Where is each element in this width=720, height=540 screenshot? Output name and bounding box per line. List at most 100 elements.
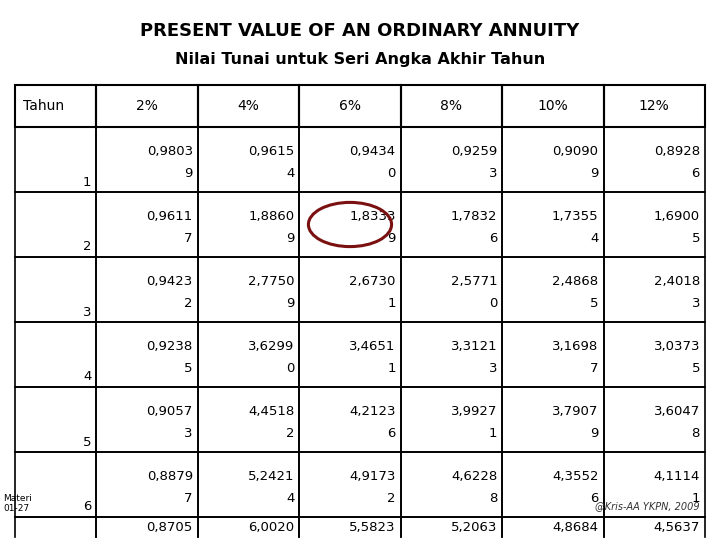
Text: 4,1114: 4,1114 — [654, 470, 700, 483]
Text: 5,5823: 5,5823 — [349, 521, 396, 534]
Text: 3,6299: 3,6299 — [248, 340, 294, 353]
Text: 12%: 12% — [639, 99, 670, 113]
Text: 8: 8 — [489, 492, 497, 505]
Bar — [96, 322, 198, 387]
Text: 9: 9 — [286, 298, 294, 310]
Text: PRESENT VALUE OF AN ORDINARY ANNUITY: PRESENT VALUE OF AN ORDINARY ANNUITY — [140, 22, 580, 40]
Text: 1: 1 — [83, 176, 91, 188]
Bar — [603, 127, 705, 192]
Bar — [96, 387, 198, 452]
Text: 3: 3 — [489, 362, 497, 375]
Text: 0,9615: 0,9615 — [248, 145, 294, 158]
Text: 3,6047: 3,6047 — [654, 405, 700, 418]
Bar — [300, 452, 401, 517]
Text: 0,8705: 0,8705 — [147, 521, 193, 534]
Bar — [198, 322, 300, 387]
Text: 2: 2 — [387, 492, 396, 505]
Text: 2: 2 — [286, 427, 294, 440]
Text: 1: 1 — [489, 427, 497, 440]
Bar — [15, 257, 96, 322]
Bar — [502, 257, 603, 322]
Text: 3: 3 — [184, 427, 193, 440]
Text: 6: 6 — [489, 232, 497, 245]
Text: 10%: 10% — [537, 99, 568, 113]
Bar — [502, 322, 603, 387]
Text: 4: 4 — [286, 167, 294, 180]
Text: 0,8928: 0,8928 — [654, 145, 700, 158]
Text: 5: 5 — [691, 232, 700, 245]
Bar — [300, 127, 401, 192]
Bar — [198, 387, 300, 452]
Text: 1: 1 — [387, 298, 396, 310]
Text: 4%: 4% — [238, 99, 259, 113]
Text: 5,2063: 5,2063 — [451, 521, 497, 534]
Bar — [300, 257, 401, 322]
Text: 1,8860: 1,8860 — [248, 210, 294, 223]
Bar — [401, 192, 502, 257]
Text: 2,5771: 2,5771 — [451, 275, 497, 288]
Text: 3: 3 — [489, 167, 497, 180]
Text: Nilai Tunai untuk Seri Angka Akhir Tahun: Nilai Tunai untuk Seri Angka Akhir Tahun — [175, 52, 545, 67]
Bar — [502, 192, 603, 257]
Text: 6: 6 — [590, 492, 598, 505]
Text: 6: 6 — [387, 427, 396, 440]
Bar — [300, 192, 401, 257]
Bar — [300, 322, 401, 387]
Bar — [603, 192, 705, 257]
Text: 1,7355: 1,7355 — [552, 210, 598, 223]
Bar — [401, 322, 502, 387]
Text: 4,5637: 4,5637 — [654, 521, 700, 534]
Text: 4,9173: 4,9173 — [349, 470, 396, 483]
Bar — [401, 452, 502, 517]
Bar — [603, 85, 705, 127]
Text: 3,9927: 3,9927 — [451, 405, 497, 418]
Bar — [15, 322, 96, 387]
Text: 7: 7 — [184, 232, 193, 245]
Text: 3,4651: 3,4651 — [349, 340, 396, 353]
Bar — [502, 85, 603, 127]
Text: 5: 5 — [691, 362, 700, 375]
Bar — [603, 452, 705, 517]
Bar — [96, 192, 198, 257]
Text: 2: 2 — [83, 240, 91, 253]
Bar — [15, 192, 96, 257]
Text: 0: 0 — [286, 362, 294, 375]
Bar — [96, 127, 198, 192]
Text: 1,8333: 1,8333 — [349, 210, 396, 223]
Text: 8%: 8% — [441, 99, 462, 113]
Text: 2,4868: 2,4868 — [552, 275, 598, 288]
Text: 6%: 6% — [339, 99, 361, 113]
Text: 3,0373: 3,0373 — [654, 340, 700, 353]
Bar — [198, 257, 300, 322]
Text: 3,1698: 3,1698 — [552, 340, 598, 353]
Text: 0,9090: 0,9090 — [552, 145, 598, 158]
Text: 3: 3 — [83, 306, 91, 319]
Bar — [502, 387, 603, 452]
Bar — [300, 85, 401, 127]
Text: 2,7750: 2,7750 — [248, 275, 294, 288]
Bar — [603, 387, 705, 452]
Text: 4,3552: 4,3552 — [552, 470, 598, 483]
Text: 6: 6 — [692, 167, 700, 180]
Bar — [96, 85, 198, 127]
Text: 2%: 2% — [136, 99, 158, 113]
Bar — [15, 127, 96, 192]
Text: 7: 7 — [184, 492, 193, 505]
Text: 3,3121: 3,3121 — [451, 340, 497, 353]
Text: 9: 9 — [387, 232, 396, 245]
Text: 9: 9 — [590, 167, 598, 180]
Text: 1,7832: 1,7832 — [451, 210, 497, 223]
Text: 0,9423: 0,9423 — [147, 275, 193, 288]
Text: 0,9434: 0,9434 — [350, 145, 396, 158]
Text: 0: 0 — [387, 167, 396, 180]
Text: 5: 5 — [590, 298, 598, 310]
Bar — [96, 452, 198, 517]
Bar — [96, 257, 198, 322]
Text: 0,9259: 0,9259 — [451, 145, 497, 158]
Text: 6,0020: 6,0020 — [248, 521, 294, 534]
Bar — [300, 387, 401, 452]
Text: 9: 9 — [184, 167, 193, 180]
Text: 0,9238: 0,9238 — [147, 340, 193, 353]
Bar — [198, 192, 300, 257]
Text: 2: 2 — [184, 298, 193, 310]
